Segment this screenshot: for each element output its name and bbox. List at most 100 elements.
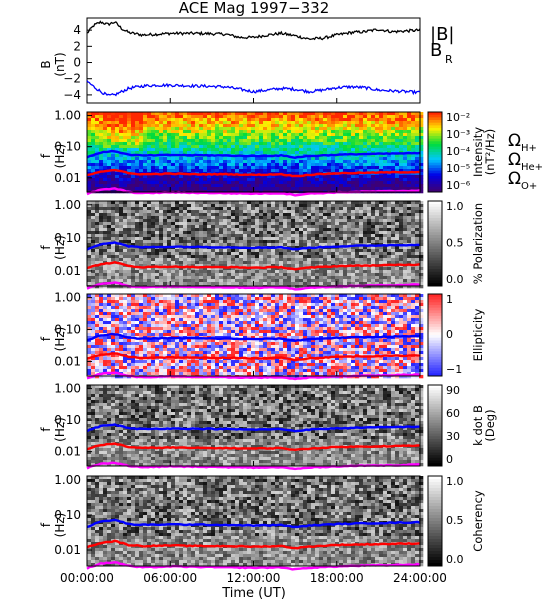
spectrogram-cell xyxy=(175,222,180,226)
spectrogram-cell xyxy=(363,181,368,185)
spectrogram-cell xyxy=(211,258,216,262)
spectrogram-cell xyxy=(359,204,364,208)
spectrogram-cell xyxy=(127,145,132,149)
spectrogram-cell xyxy=(179,112,184,116)
spectrogram-cell xyxy=(371,139,376,143)
spectrogram-cell xyxy=(263,261,268,265)
spectrogram-cell xyxy=(283,166,288,170)
spectrogram-cell xyxy=(223,261,228,265)
spectrogram-cell xyxy=(343,154,348,158)
spectrogram-cell xyxy=(271,139,276,143)
spectrogram-cell xyxy=(191,157,196,161)
spectrogram-cell xyxy=(199,166,204,170)
spectrogram-cell xyxy=(87,127,92,131)
spectrogram-cell xyxy=(227,112,232,116)
spectrogram-cell xyxy=(291,133,296,137)
spectrogram-cell xyxy=(207,181,212,185)
spectrogram-cell xyxy=(211,234,216,238)
spectrogram-cell xyxy=(207,279,212,283)
spectrogram-cell xyxy=(259,258,264,262)
spectrogram-cell xyxy=(175,249,180,253)
spectrogram-cell xyxy=(327,243,332,247)
spectrogram-cell xyxy=(287,231,292,235)
spectrogram-cell xyxy=(159,157,164,161)
spectrogram-cell xyxy=(239,163,244,167)
spectrogram-cell xyxy=(191,231,196,235)
colorbar-segment xyxy=(428,114,442,118)
spectrogram-cell xyxy=(211,184,216,188)
spectrogram-cell xyxy=(95,175,100,179)
spectrogram-cell xyxy=(135,261,140,265)
spectrogram-cell xyxy=(99,303,104,307)
spectrogram-cell xyxy=(95,169,100,173)
spectrogram-cell xyxy=(251,258,256,262)
spectrogram-cell xyxy=(171,228,176,232)
spectrogram-cell xyxy=(191,133,196,137)
spectrogram-cell xyxy=(259,157,264,161)
spectrogram-cell xyxy=(143,234,148,238)
spectrogram-cell xyxy=(223,243,228,247)
spectrogram-cell xyxy=(155,130,160,134)
spectrogram-cell xyxy=(415,142,420,146)
spectrogram-cell xyxy=(267,136,272,140)
spectrogram-cell xyxy=(239,219,244,223)
spectrogram-cell xyxy=(107,237,112,241)
spectrogram-cell xyxy=(275,157,280,161)
spectrogram-cell xyxy=(227,157,232,161)
spectrogram-cell xyxy=(247,112,252,116)
spectrogram-cell xyxy=(383,133,388,137)
spectrogram-cell xyxy=(171,270,176,274)
spectrogram-cell xyxy=(351,258,356,262)
colorbar-tick-label: 0.5 xyxy=(446,237,464,250)
spectrogram-cell xyxy=(331,201,336,205)
spectrogram-cell xyxy=(171,178,176,182)
spectrogram-cell xyxy=(403,231,408,235)
spectrogram-cell xyxy=(255,139,260,143)
spectrogram-cell xyxy=(175,136,180,140)
spectrogram-cell xyxy=(195,216,200,220)
spectrogram-cell xyxy=(371,121,376,125)
spectrogram-cell xyxy=(163,279,168,283)
spectrogram-cell xyxy=(139,240,144,244)
spectrogram-cell xyxy=(151,127,156,131)
spectrogram-cell xyxy=(103,148,108,152)
spectrogram-cell xyxy=(367,252,372,256)
spectrogram-cell xyxy=(311,112,316,116)
spectrogram-cell xyxy=(327,252,332,256)
spectrogram-cell xyxy=(243,133,248,137)
spectrogram-cell xyxy=(231,118,236,122)
spectrogram-cell xyxy=(99,258,104,262)
spectrogram-cell xyxy=(327,225,332,229)
spectrogram-cell xyxy=(155,216,160,220)
spectrogram-cell xyxy=(235,243,240,247)
spectrogram-cell xyxy=(87,348,92,352)
spectrogram-cell xyxy=(379,130,384,134)
spectrogram-cell xyxy=(91,219,96,223)
spectrogram-cell xyxy=(163,204,168,208)
colorbar-segment xyxy=(428,237,442,242)
spectrogram-cell xyxy=(391,213,396,217)
spectrogram-cell xyxy=(255,261,260,265)
spectrogram-cell xyxy=(419,279,424,283)
spectrogram-cell xyxy=(323,184,328,188)
spectrogram-cell xyxy=(227,258,232,262)
spectrogram-cell xyxy=(279,187,284,191)
spectrogram-cell xyxy=(211,222,216,226)
spectrogram-cell xyxy=(131,184,136,188)
spectrogram-cell xyxy=(291,115,296,119)
spectrogram-cell xyxy=(211,267,216,271)
spectrogram-cell xyxy=(159,258,164,262)
spectrogram-cell xyxy=(351,225,356,229)
spectrogram-cell xyxy=(247,258,252,262)
spectrogram-cell xyxy=(403,240,408,244)
spectrogram-cell xyxy=(411,169,416,173)
spectrogram-cell xyxy=(275,234,280,238)
spectrogram-cell xyxy=(283,279,288,283)
spectrogram-cell xyxy=(375,169,380,173)
spectrogram-cell xyxy=(367,175,372,179)
spectrogram-cell xyxy=(111,258,116,262)
spectrogram-cell xyxy=(343,225,348,229)
spectrogram-cell xyxy=(251,240,256,244)
spectrogram-cell xyxy=(239,249,244,253)
spectrogram-cell xyxy=(391,258,396,262)
